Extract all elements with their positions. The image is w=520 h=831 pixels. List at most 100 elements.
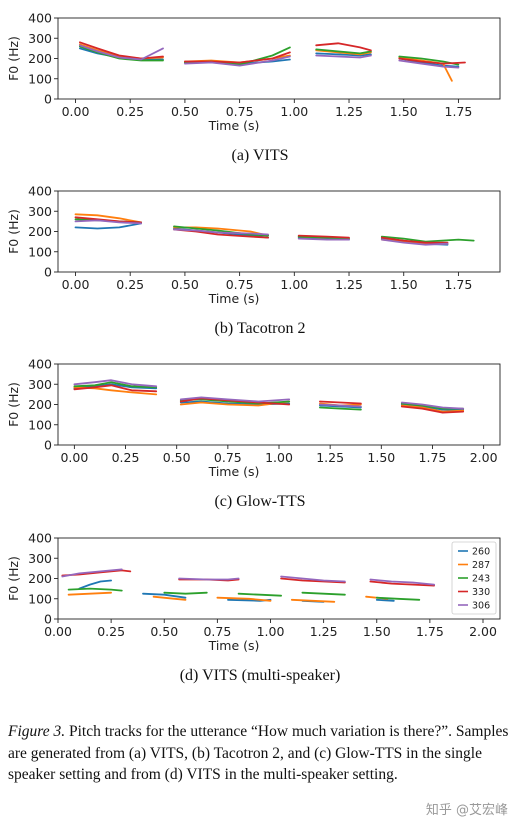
y-tick-label: 0: [44, 265, 52, 280]
y-tick-label: 200: [28, 224, 52, 239]
x-tick-label: 2.00: [469, 624, 497, 639]
y-tick-label: 300: [28, 377, 52, 392]
series-3-segment-1: [67, 587, 123, 592]
series-4-segment-4: [398, 57, 466, 65]
y-axis-label: F0 (Hz): [6, 36, 21, 81]
legend-label-1: 260: [472, 547, 490, 558]
series-1-segment-4: [400, 403, 465, 411]
y-tick-label: 100: [28, 244, 52, 259]
series-5-segment-2: [173, 228, 270, 236]
series-1-segment-1: [78, 579, 112, 590]
y-tick-label: 200: [28, 571, 52, 586]
x-tick-label: 0.75: [226, 277, 254, 292]
y-axis-label: F0 (Hz): [6, 382, 21, 427]
series-3-segment-1: [79, 45, 164, 62]
x-tick-label: 1.25: [335, 277, 363, 292]
x-tick-label: 1.50: [363, 624, 391, 639]
x-axis-label: Time (s): [208, 291, 260, 306]
series-4-segment-4: [380, 236, 449, 244]
series-2-segment-2: [179, 400, 291, 407]
legend-label-5: 306: [472, 601, 490, 612]
x-tick-label: 1.25: [310, 624, 338, 639]
x-tick-label: 1.50: [390, 104, 418, 119]
series-3-segment-2: [163, 591, 208, 595]
x-tick-label: 1.50: [367, 450, 395, 465]
series-5-segment-1: [74, 219, 143, 225]
series-1-segment-3: [318, 404, 362, 409]
x-tick-label: 1.25: [335, 104, 363, 119]
series-4-segment-1: [73, 384, 158, 393]
watermark-text: 知乎 @艾宏峰: [425, 803, 508, 818]
x-tick-label: 1.00: [257, 624, 285, 639]
y-tick-label: 200: [28, 397, 52, 412]
subfigure-caption: (d) VITS (multi-speaker): [180, 667, 341, 684]
series-5-segment-4: [400, 401, 465, 410]
x-tick-label: 1.00: [265, 450, 293, 465]
x-tick-label: 0.50: [171, 104, 199, 119]
x-tick-label: 0.50: [150, 624, 178, 639]
legend-box: [451, 541, 497, 615]
series-4-segment-2: [179, 397, 291, 406]
y-tick-label: 0: [44, 612, 52, 627]
x-tick-label: 0.00: [60, 450, 88, 465]
x-tick-label: 1.75: [445, 104, 473, 119]
series-4-segment-4: [369, 580, 436, 587]
series-3-segment-3: [297, 235, 350, 240]
series-5-segment-3: [297, 237, 350, 241]
chart-panel-2: 0.00 0.25 0.50 0.75 1.00 1.25 1.50 1.75 0 100 200 3…: [6, 184, 501, 337]
series-5-segment-1: [73, 379, 158, 388]
caption-label: Figure 3.: [8, 723, 66, 740]
x-tick-label: 0.00: [62, 277, 90, 292]
chart-panel-4: 0.00 0.25 0.50 0.75 1.00 1.25 1.50 1.75 2.00 0 100…: [6, 531, 501, 684]
x-tick-label: 0.75: [203, 624, 231, 639]
series-1-segment-3: [315, 52, 372, 57]
legend-label-2: 287: [472, 560, 490, 571]
x-tick-label: 1.00: [280, 277, 308, 292]
series-5-segment-2: [183, 55, 291, 67]
x-tick-label: 2.00: [470, 450, 498, 465]
series-5-segment-3: [318, 403, 362, 408]
y-tick-label: 100: [28, 417, 52, 432]
series-3-segment-2: [173, 225, 270, 237]
x-tick-label: 1.75: [416, 624, 444, 639]
y-tick-label: 0: [44, 92, 52, 107]
y-tick-label: 300: [28, 31, 52, 46]
x-tick-label: 1.25: [316, 450, 344, 465]
x-tick-label: 1.75: [419, 450, 447, 465]
series-5-segment-3: [315, 54, 372, 59]
x-tick-label: 1.50: [390, 277, 418, 292]
series-5-segment-1: [61, 568, 123, 578]
plot-frame: [57, 190, 501, 273]
subfigure-caption: (c) Glow-TTS: [214, 493, 305, 510]
x-tick-label: 1.00: [280, 104, 308, 119]
series-5-segment-4: [369, 578, 436, 586]
series-5-segment-4: [398, 59, 460, 69]
y-tick-label: 0: [44, 438, 52, 453]
series-2-segment-4: [400, 404, 465, 413]
chart-panel-3: 0.00 0.25 0.50 0.75 1.00 1.25 1.50 1.75 2.00 0 100…: [6, 357, 501, 510]
x-axis-label: Time (s): [208, 464, 260, 479]
x-tick-label: 0.25: [116, 277, 144, 292]
subfigure-caption: (b) Tacotron 2: [215, 320, 306, 337]
x-tick-label: 0.00: [62, 104, 90, 119]
x-tick-label: 0.75: [226, 104, 254, 119]
series-5-segment-4: [380, 238, 449, 246]
chart-panel-1: 0.00 0.25 0.50 0.75 1.00 1.25 1.50 1.75 0 100 200 3…: [6, 11, 501, 164]
y-tick-label: 300: [28, 204, 52, 219]
series-2-segment-1: [67, 591, 112, 596]
series-5-segment-2: [179, 396, 291, 403]
y-axis-label: F0 (Hz): [6, 556, 21, 601]
y-tick-label: 100: [28, 71, 52, 86]
series-4-segment-1: [74, 216, 143, 224]
plot-frame: [57, 537, 501, 620]
series-4-segment-3: [280, 577, 346, 584]
y-tick-label: 400: [28, 357, 52, 372]
x-tick-label: 1.75: [445, 277, 473, 292]
x-tick-label: 0.00: [44, 624, 72, 639]
caption-text: Pitch tracks for the utterance “How much…: [8, 723, 509, 783]
series-5-segment-3: [280, 575, 346, 583]
x-tick-label: 0.50: [163, 450, 191, 465]
series-4-segment-4: [400, 405, 465, 414]
series-5-segment-2: [178, 577, 240, 581]
